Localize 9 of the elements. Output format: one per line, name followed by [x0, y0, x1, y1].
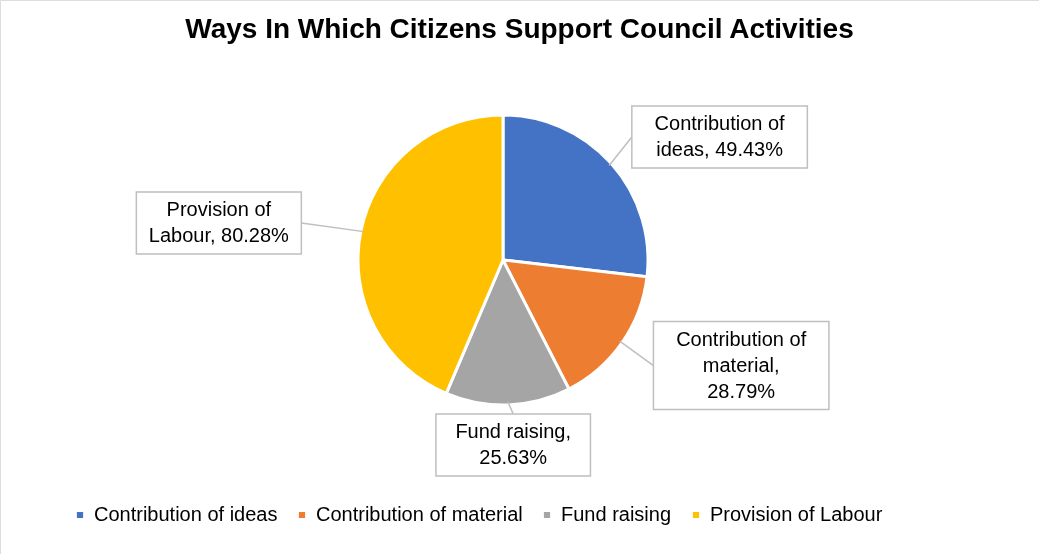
data-label: Contribution of material, 28.79% [676, 327, 807, 402]
legend-label: Contribution of ideas [94, 503, 278, 525]
legend-label: Provision of Labour [710, 503, 883, 525]
data-label: Contribution of ideas, 49.43% [654, 111, 786, 160]
data-label: Provision of Labour, 80.28% [148, 198, 290, 247]
data-label: Fund raising, 25.63% [455, 419, 571, 468]
legend-label: Contribution of material [316, 503, 523, 525]
legend-label: Fund raising [561, 503, 672, 525]
chart-title: Ways In Which Citizens Support Council Activities [185, 13, 854, 44]
